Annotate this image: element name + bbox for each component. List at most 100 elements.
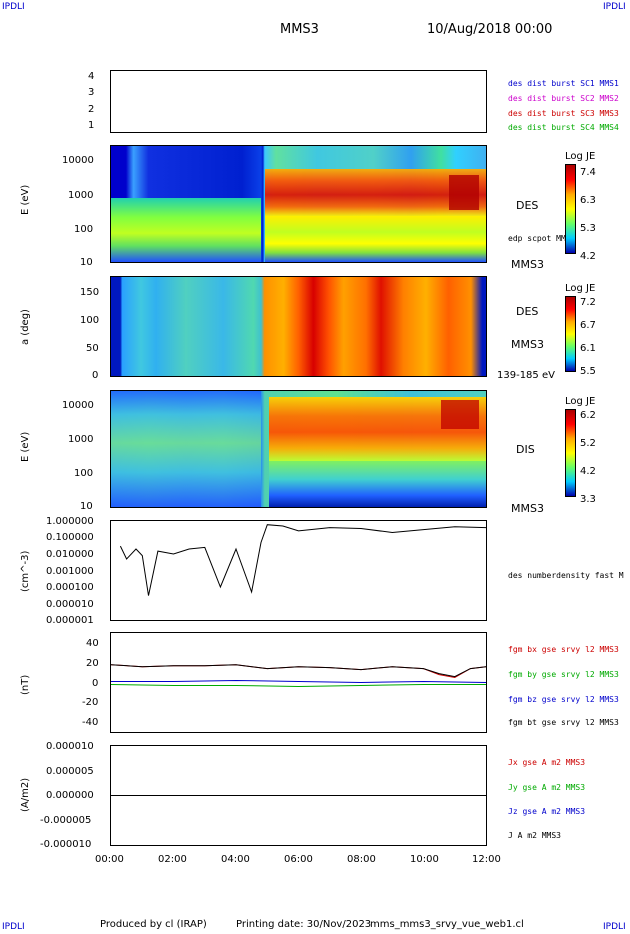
bfield-ytick: 20 <box>86 658 99 669</box>
des-energy-sc: MMS3 <box>511 258 544 271</box>
des-pitch-sc: MMS3 <box>511 338 544 351</box>
burst-legend-mms1: des dist burst SC1 MMS1 <box>508 79 619 88</box>
burst-panel <box>110 70 487 133</box>
bfield-ytick: -20 <box>82 697 99 708</box>
des-pitch-ytick: 50 <box>86 343 99 354</box>
des-pitch-ytick: 0 <box>92 370 99 381</box>
series-line-3 <box>111 664 486 678</box>
current-ytick: 0.000000 <box>46 790 94 801</box>
colorbar-tick: 4.2 <box>580 251 596 262</box>
colorbar-tick: 6.2 <box>580 410 596 421</box>
density-ylabel: (cm^-3) <box>20 550 31 592</box>
bfield-legend-bz: fgm bz gse srvy l2 MMS3 <box>508 695 619 704</box>
dis-energy-ytick: 100 <box>74 468 94 479</box>
bfield-ytick: 40 <box>86 638 99 649</box>
density-plot <box>119 524 486 596</box>
des-pitch-ytick: 150 <box>80 287 100 298</box>
dis-energy-ylabel: E (eV) <box>20 431 31 462</box>
des-energy-ytick: 1000 <box>68 190 94 201</box>
density-ytick: 0.000100 <box>46 582 94 593</box>
density-panel <box>110 520 487 621</box>
bfield-ytick: 0 <box>92 678 99 689</box>
burst-legend-mms2: des dist burst SC2 MMS2 <box>508 94 619 103</box>
dis-energy-colorbar <box>565 409 576 497</box>
bfield-plot <box>111 664 486 688</box>
colorbar-title: Log JE <box>565 396 596 407</box>
current-legend-jy: Jy gse A m2 MMS3 <box>508 783 586 792</box>
dis-energy-ytick: 1000 <box>68 434 94 445</box>
corner-label-br: IPDLI <box>603 922 626 932</box>
des-pitch-energy-range: 139-185 eV <box>497 370 555 381</box>
x-tick-label: 08:00 <box>347 854 376 865</box>
dis-energy-ytick: 10 <box>80 501 93 512</box>
des-energy-annotation: edp scpot MMS3 <box>508 234 576 243</box>
burst-ytick: 1 <box>88 120 95 131</box>
colorbar-tick: 4.2 <box>580 466 596 477</box>
dis-energy-ytick: 10000 <box>62 400 94 411</box>
bfield-panel <box>110 632 487 733</box>
colorbar-tick: 7.4 <box>580 167 596 178</box>
dis-energy-spectrogram <box>110 390 487 508</box>
des-pitch-ytick: 100 <box>80 315 100 326</box>
corner-label-bl: IPDLI <box>2 922 25 932</box>
dis-energy-instrument: DIS <box>516 443 535 456</box>
corner-label-tl: IPDLI <box>2 2 25 12</box>
colorbar-tick: 5.5 <box>580 366 596 377</box>
des-energy-ytick: 10 <box>80 257 93 268</box>
des-pitch-ylabel: a (deg) <box>20 309 31 345</box>
date-title: 10/Aug/2018 00:00 <box>427 22 553 37</box>
dis-energy-sc: MMS3 <box>511 502 544 515</box>
bfield-ytick: -40 <box>82 717 99 728</box>
bfield-legend-bx: fgm bx gse srvy l2 MMS3 <box>508 645 619 654</box>
x-tick-label: 06:00 <box>284 854 313 865</box>
current-legend-j: J A m2 MMS3 <box>508 831 561 840</box>
colorbar-tick: 6.7 <box>580 320 596 331</box>
density-legend: des numberdensity fast M <box>508 571 624 580</box>
burst-ytick: 4 <box>88 71 95 82</box>
des-energy-ytick: 10000 <box>62 155 94 166</box>
density-ytick: 0.000010 <box>46 599 94 610</box>
footer-product: mms_mms3_srvy_vue_web1.cl <box>370 919 524 930</box>
current-ytick: -0.000010 <box>40 839 92 850</box>
density-ytick: 0.010000 <box>46 549 94 560</box>
density-ytick: 0.100000 <box>46 532 94 543</box>
x-tick-label: 12:00 <box>472 854 501 865</box>
des-pitch-instrument: DES <box>516 305 539 318</box>
burst-legend-mms4: des dist burst SC4 MMS4 <box>508 123 619 132</box>
density-ytick: 0.000001 <box>46 615 94 626</box>
series-line-2 <box>111 679 486 684</box>
bfield-ylabel: (nT) <box>20 674 31 695</box>
density-ytick: 0.001000 <box>46 566 94 577</box>
burst-legend-mms3: des dist burst SC3 MMS3 <box>508 109 619 118</box>
burst-ytick: 3 <box>88 87 95 98</box>
colorbar-tick: 5.3 <box>580 223 596 234</box>
x-tick-label: 00:00 <box>95 854 124 865</box>
current-ytick: -0.000005 <box>40 815 92 826</box>
bfield-legend-bt: fgm bt gse srvy l2 MMS3 <box>508 718 619 727</box>
corner-label-tr: IPDLI <box>603 2 626 12</box>
des-energy-ylabel: E (eV) <box>20 184 31 215</box>
footer-produced-by: Produced by cl (IRAP) <box>100 919 207 930</box>
colorbar-tick: 3.3 <box>580 494 596 505</box>
colorbar-tick: 7.2 <box>580 297 596 308</box>
density-ytick: 1.000000 <box>46 516 94 527</box>
colorbar-tick: 6.1 <box>580 343 596 354</box>
x-tick-label: 02:00 <box>158 854 187 865</box>
spacecraft-title: MMS3 <box>280 22 319 37</box>
current-ytick: 0.000005 <box>46 766 94 777</box>
des-pitch-colorbar <box>565 296 576 372</box>
current-ylabel: (A/m2) <box>20 777 31 812</box>
x-tick-label: 10:00 <box>410 854 439 865</box>
colorbar-tick: 6.3 <box>580 195 596 206</box>
footer-printing-date: Printing date: 30/Nov/2023 <box>236 919 372 930</box>
x-tick-label: 04:00 <box>221 854 250 865</box>
series-line-1 <box>111 684 486 688</box>
des-energy-colorbar <box>565 164 576 254</box>
current-panel <box>110 745 487 846</box>
current-legend-jx: Jx gse A m2 MMS3 <box>508 758 586 767</box>
des-pitch-spectrogram <box>110 276 487 377</box>
bfield-legend-by: fgm by gse srvy l2 MMS3 <box>508 670 619 679</box>
series-line-0 <box>119 524 486 596</box>
des-energy-ytick: 100 <box>74 224 94 235</box>
colorbar-title: Log JE <box>565 151 596 162</box>
